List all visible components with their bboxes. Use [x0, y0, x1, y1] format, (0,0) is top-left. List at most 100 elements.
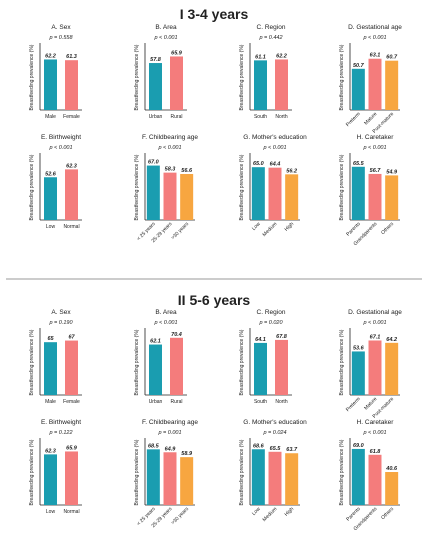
bar-rural: [170, 56, 183, 110]
panel-title: C. Region: [257, 309, 286, 316]
bar-others: [385, 472, 399, 505]
y-axis-label: Breastfeeding prevalence (%): [134, 329, 140, 395]
bar-value-label: 61.1: [255, 54, 266, 60]
bar-value-label: 62.2: [45, 53, 56, 59]
bar-grandparents: [368, 454, 382, 505]
bar-value-label: 62.2: [276, 53, 287, 59]
p-value: p = 0.190: [48, 320, 73, 326]
bar-value-label: 61.8: [370, 449, 382, 455]
category-label: North: [275, 114, 287, 120]
bar-low: [44, 177, 57, 220]
section-title-1: I 3-4 years: [180, 6, 249, 22]
y-axis-label: Breastfeeding prevalence (%): [29, 154, 35, 220]
y-axis-label: Breastfeeding prevalence (%): [239, 154, 245, 220]
panel-title: H. Caretaker: [357, 134, 395, 141]
p-value: p < 0.001: [262, 145, 286, 151]
bar-value-label: 63.1: [370, 53, 381, 59]
category-label: Preterm: [345, 111, 362, 128]
panel-2-c: C. Region p = 0.020 Breastfeeding prevalen…: [239, 309, 292, 405]
y-axis-label: Breastfeeding prevalence (%): [134, 439, 140, 505]
category-label: North: [275, 399, 287, 405]
section-title-2: II 5-6 years: [178, 292, 251, 308]
bar-mature: [368, 58, 382, 110]
bar-north: [275, 339, 288, 395]
p-value: p = 0.020: [258, 320, 283, 326]
bar-value-label: 61.3: [66, 54, 77, 60]
y-axis-label: Breastfeeding prevalence (%): [239, 329, 245, 395]
bar-value-label: 67.1: [370, 334, 381, 340]
bar-value-label: 64.9: [165, 446, 177, 452]
bar-30-years: [180, 174, 194, 220]
bar-25-years: [146, 449, 160, 505]
panel-title: B. Area: [155, 309, 177, 316]
category-label: Male: [45, 114, 56, 120]
bar-value-label: 52.6: [45, 171, 57, 177]
bar-normal: [65, 169, 78, 220]
panel-title: A. Sex: [51, 309, 71, 316]
bar-value-label: 68.6: [253, 443, 265, 449]
bar-value-label: 69.0: [353, 443, 364, 449]
bar-value-label: 57.8: [150, 57, 162, 63]
bar-post-mature: [385, 60, 399, 110]
category-label: Normal: [63, 224, 79, 230]
bar-value-label: 62.3: [66, 163, 77, 169]
bar-value-label: 56.7: [370, 168, 382, 174]
bar-value-label: 50.7: [353, 63, 365, 69]
bar-value-label: 56.2: [286, 168, 297, 174]
panel-title: F. Childbearing age: [142, 419, 198, 426]
y-axis-label: Breastfeeding prevalence (%): [239, 439, 245, 505]
panel-title: E. Birthweight: [41, 134, 81, 141]
bar-preterm: [351, 351, 365, 395]
p-value: p = 0.001: [157, 430, 181, 436]
panel-title: F. Childbearing age: [142, 134, 198, 141]
bar-parents: [351, 448, 365, 505]
category-label: Medium: [262, 221, 279, 238]
bar-30-years: [180, 457, 194, 505]
bar-value-label: 63.7: [286, 447, 298, 453]
category-label: South: [254, 399, 267, 405]
bar-south: [254, 60, 267, 110]
category-label: High: [284, 221, 296, 233]
p-value: p = 0.122: [48, 430, 72, 436]
y-axis-label: Breastfeeding prevalence (%): [339, 44, 345, 110]
p-value: p = 0.024: [262, 430, 286, 436]
bar-value-label: 64.2: [386, 337, 397, 343]
bar-value-label: 65.9: [171, 50, 183, 56]
panel-title: C. Region: [257, 24, 286, 31]
category-label: Urban: [149, 399, 163, 405]
p-value: p = 0.558: [48, 35, 73, 41]
bar-medium: [268, 167, 282, 220]
panel-1-a: A. Sex p = 0.558 Breastfeeding prevalence …: [29, 24, 82, 120]
bar-value-label: 67.0: [148, 160, 159, 166]
bar-high: [285, 453, 299, 505]
panel-1-e: E. Birthweight p < 0.001 Breastfeeding pre…: [29, 134, 82, 230]
bar-value-label: 40.6: [385, 466, 398, 472]
y-axis-label: Breastfeeding prevalence (%): [29, 44, 35, 110]
charts-layer: A. Sex p = 0.558 Breastfeeding prevalence …: [29, 24, 402, 532]
category-label: Low: [46, 224, 56, 230]
y-axis-label: Breastfeeding prevalence (%): [134, 154, 140, 220]
bar-value-label: 67: [68, 335, 75, 341]
category-label: Mature: [363, 111, 378, 126]
panel-1-f: F. Childbearing age p < 0.001 Breastfeedin…: [134, 134, 198, 244]
bar-value-label: 67.8: [276, 334, 288, 340]
category-label: Female: [63, 399, 80, 405]
y-axis-label: Breastfeeding prevalence (%): [339, 439, 345, 505]
panel-title: B. Area: [155, 24, 177, 31]
panel-2-b: B. Area p < 0.001 Breastfeeding prevalence…: [134, 309, 187, 405]
p-value: p < 0.001: [362, 320, 386, 326]
bar-value-label: 62.1: [150, 339, 161, 345]
p-value: p < 0.001: [362, 430, 386, 436]
bar-value-label: 64.4: [270, 162, 281, 168]
bar-value-label: 65.5: [353, 161, 365, 167]
bar-value-label: 65.0: [253, 161, 264, 167]
panel-title: G. Mother's education: [243, 419, 307, 426]
category-label: Normal: [63, 509, 79, 515]
bar-low: [44, 454, 57, 505]
bar-value-label: 58.9: [181, 451, 193, 457]
bar-low: [251, 449, 265, 505]
panel-1-h: H. Caretaker p < 0.001 Breastfeeding preva…: [339, 134, 400, 247]
bar-medium: [268, 451, 282, 505]
panel-title: D. Gestational age: [348, 309, 402, 316]
panel-2-d: D. Gestational age p < 0.001 Breastfeeding…: [339, 309, 402, 420]
